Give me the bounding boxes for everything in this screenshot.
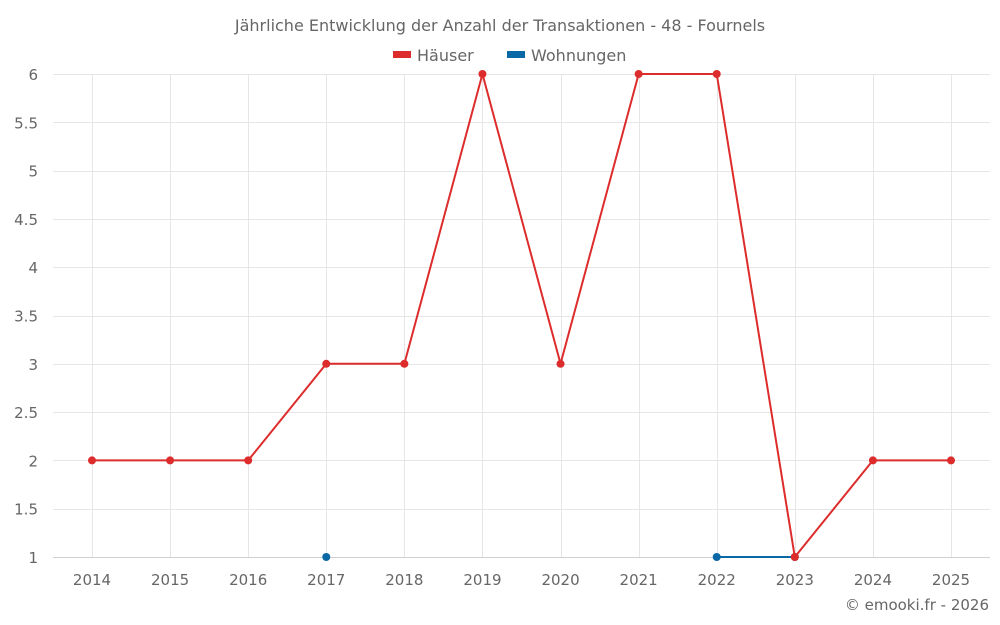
x-tick-label: 2025 (932, 571, 970, 589)
x-tick-label: 2018 (385, 571, 423, 589)
y-tick-label: 2.5 (14, 404, 38, 422)
data-point[interactable] (478, 70, 487, 78)
x-tick-label: 2017 (307, 571, 345, 589)
x-tick-label: 2024 (854, 571, 892, 589)
x-tick-label: 2016 (229, 571, 267, 589)
x-tick-label: 2022 (698, 571, 736, 589)
data-point[interactable] (400, 359, 409, 368)
series-layer (88, 70, 955, 561)
x-tick-label: 2020 (541, 571, 579, 589)
y-tick-label: 3 (28, 356, 38, 374)
credit-text: © emooki.fr - 2026 (845, 596, 989, 614)
legend-swatch-icon (507, 51, 525, 58)
y-tick-label: 5.5 (14, 114, 38, 132)
y-tick-label: 2 (28, 452, 38, 470)
y-axis-ticks: 1 1.5 2 2.5 3 3.5 4 4.5 5 5.5 6 (14, 66, 38, 567)
x-tick-label: 2019 (463, 571, 501, 589)
x-tick-label: 2021 (620, 571, 658, 589)
y-gridlines (53, 74, 990, 510)
legend-label: Wohnungen (531, 46, 626, 65)
legend-item-häuser[interactable]: Häuser (393, 46, 474, 65)
series-line (92, 73, 951, 558)
data-point[interactable] (556, 359, 565, 368)
data-point[interactable] (166, 456, 175, 465)
data-point[interactable] (244, 456, 253, 465)
legend-item-wohnungen[interactable]: Wohnungen (507, 46, 626, 65)
data-point[interactable] (947, 456, 955, 465)
data-point[interactable] (634, 70, 643, 78)
legend: Häuser Wohnungen (393, 46, 626, 65)
y-tick-label: 4 (28, 259, 38, 277)
x-tick-label: 2015 (151, 571, 189, 589)
data-point[interactable] (868, 456, 877, 465)
data-point[interactable] (790, 553, 799, 561)
data-point[interactable] (322, 553, 331, 561)
y-tick-label: 5 (28, 163, 38, 181)
x-gridlines (92, 74, 952, 557)
data-point[interactable] (712, 70, 721, 78)
y-tick-label: 1.5 (14, 501, 38, 519)
data-point[interactable] (88, 456, 96, 465)
x-tick-label: 2014 (73, 571, 111, 589)
data-point[interactable] (712, 553, 721, 561)
y-tick-label: 4.5 (14, 211, 38, 229)
y-tick-label: 6 (28, 66, 38, 84)
series-häuser (88, 70, 955, 561)
x-tick-label: 2023 (776, 571, 814, 589)
data-point[interactable] (322, 359, 331, 368)
chart-title: Jährliche Entwicklung der Anzahl der Tra… (234, 16, 765, 35)
y-tick-label: 3.5 (14, 308, 38, 326)
y-tick-label: 1 (28, 549, 38, 567)
x-axis-ticks: 2014 2015 2016 2017 2018 2019 2020 2021 2022 2023… (73, 571, 970, 589)
legend-label: Häuser (417, 46, 474, 65)
legend-swatch-icon (393, 51, 411, 58)
